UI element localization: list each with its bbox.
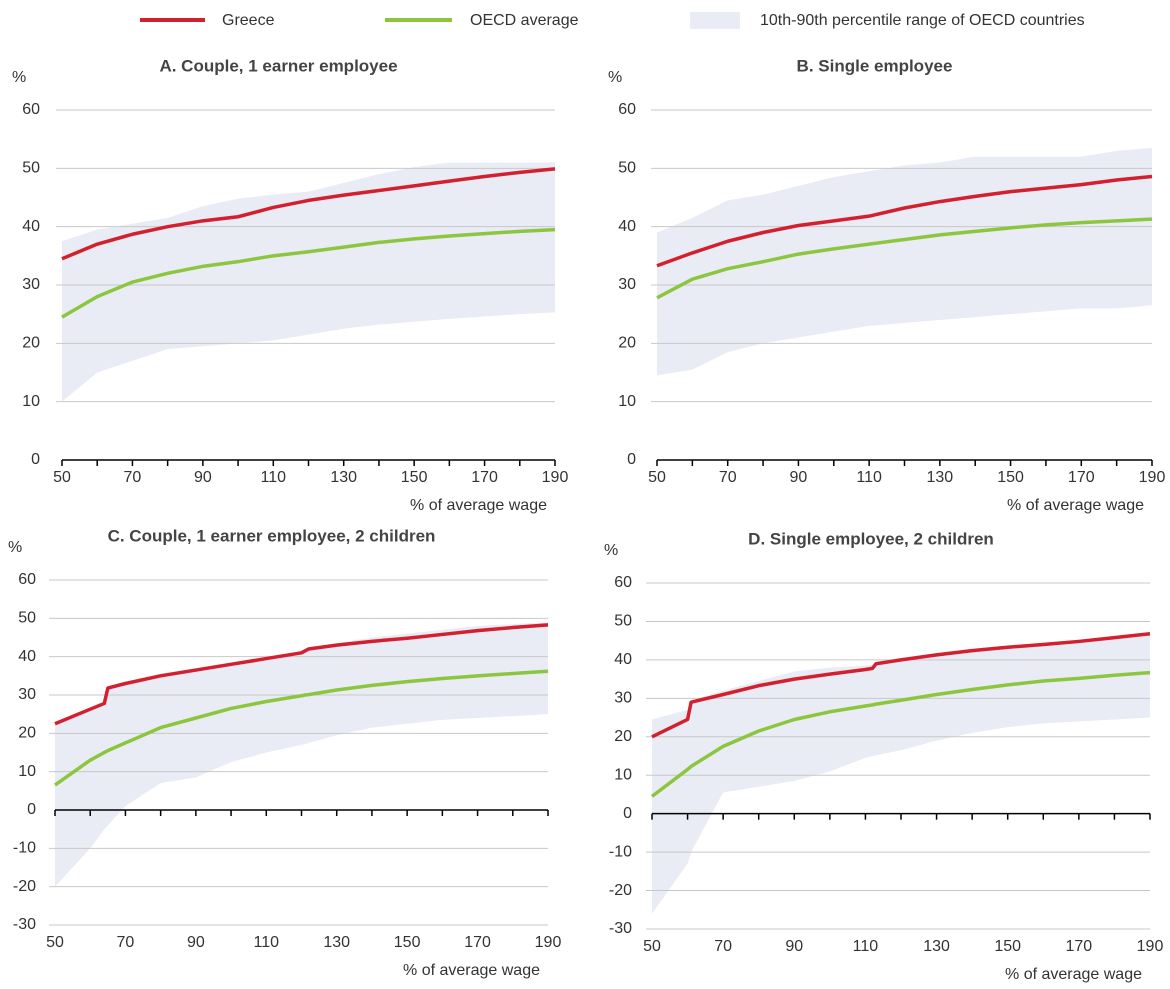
y-tick-label: 0: [623, 805, 632, 822]
x-tick-label: 70: [719, 469, 737, 486]
chart-title: D. Single employee, 2 children: [748, 529, 994, 548]
y-tick-label: 10: [614, 766, 632, 783]
x-tick-label: 170: [1066, 938, 1093, 955]
y-tick-label: 50: [618, 160, 636, 177]
x-tick-label: 190: [1137, 938, 1164, 955]
legend-label: Greece: [222, 12, 275, 29]
series-line: [656, 174, 1153, 268]
x-tick-label: 190: [1139, 469, 1166, 486]
x-axis-label: % of average wage: [1007, 497, 1144, 514]
x-tick-label: 90: [790, 469, 808, 486]
x-tick-label: 130: [927, 469, 954, 486]
chart-title: A. Couple, 1 earner employee: [159, 56, 397, 75]
y-tick-label: 30: [618, 276, 636, 293]
x-tick-label: 110: [261, 469, 287, 486]
x-tick-label: 150: [997, 469, 1024, 486]
x-tick-label: 90: [194, 469, 212, 486]
y-tick-label: 60: [618, 101, 636, 118]
x-tick-label: 50: [643, 938, 661, 955]
y-tick-label: 20: [618, 335, 636, 352]
y-tick-label: 50: [614, 613, 632, 630]
x-tick-label: 170: [471, 469, 498, 486]
x-tick-label: 70: [714, 938, 732, 955]
y-tick-label: 60: [614, 574, 632, 591]
y-tick-label: -20: [13, 878, 36, 895]
x-tick-label: 110: [856, 469, 882, 486]
y-axis-label: %: [608, 69, 622, 86]
x-tick-label: 130: [323, 934, 350, 951]
series-line: [650, 670, 1151, 798]
series-line: [656, 217, 1153, 300]
y-axis-label: %: [12, 69, 26, 86]
x-tick-label: 70: [117, 934, 135, 951]
x-tick-label: 90: [785, 938, 803, 955]
y-tick-label: 40: [614, 651, 632, 668]
y-tick-label: 40: [22, 218, 40, 235]
y-tick-label: -30: [609, 920, 632, 937]
percentile-band: [657, 147, 1152, 376]
x-axis-label: % of average wage: [403, 962, 540, 979]
series-line: [61, 167, 556, 261]
y-tick-label: 10: [618, 393, 636, 410]
y-tick-label: 50: [22, 160, 40, 177]
x-tick-label: 150: [394, 934, 421, 951]
x-tick-label: 170: [464, 934, 491, 951]
series-line: [651, 632, 1151, 739]
y-tick-label: 30: [22, 276, 40, 293]
x-tick-label: 50: [46, 934, 64, 951]
chart-title: C. Couple, 1 earner employee, 2 children: [108, 526, 436, 545]
y-tick-label: 0: [31, 451, 40, 468]
x-tick-label: 50: [648, 469, 666, 486]
series-line: [54, 623, 549, 726]
x-tick-label: 50: [53, 469, 71, 486]
legend-label: OECD average: [470, 12, 579, 29]
x-tick-label: 110: [853, 938, 879, 955]
y-tick-label: 20: [22, 335, 40, 352]
y-tick-label: -10: [13, 840, 36, 857]
y-tick-label: 60: [22, 101, 40, 118]
x-tick-label: 150: [401, 469, 428, 486]
y-tick-label: 10: [18, 763, 36, 780]
x-tick-label: 190: [535, 934, 562, 951]
x-axis-label: % of average wage: [410, 497, 547, 514]
y-tick-label: 40: [618, 218, 636, 235]
x-tick-label: 90: [187, 934, 205, 951]
y-tick-label: 30: [18, 686, 36, 703]
y-tick-label: 60: [18, 571, 36, 588]
series-line: [61, 227, 556, 319]
legend-label: 10th-90th percentile range of OECD count…: [760, 12, 1085, 29]
y-tick-label: 20: [614, 728, 632, 745]
x-tick-label: 150: [994, 938, 1021, 955]
y-tick-label: 50: [18, 610, 36, 627]
percentile-band: [55, 622, 548, 887]
x-tick-label: 170: [1068, 469, 1095, 486]
y-tick-label: -30: [13, 916, 36, 933]
y-tick-label: -20: [609, 882, 632, 899]
legend-swatch: [690, 12, 740, 29]
x-tick-label: 130: [923, 938, 950, 955]
y-axis-label: %: [604, 542, 618, 559]
x-axis-label: % of average wage: [1005, 966, 1142, 983]
y-tick-label: 0: [27, 801, 36, 818]
x-tick-label: 190: [542, 469, 569, 486]
y-axis-label: %: [8, 539, 22, 556]
y-tick-label: 20: [18, 725, 36, 742]
y-tick-label: 0: [627, 451, 636, 468]
y-tick-label: -10: [609, 843, 632, 860]
y-tick-label: 40: [18, 648, 36, 665]
series-line: [53, 669, 549, 787]
percentile-band: [652, 632, 1150, 914]
x-tick-label: 110: [254, 934, 280, 951]
chart-title: B. Single employee: [797, 56, 953, 75]
x-tick-label: 130: [330, 469, 357, 486]
y-tick-label: 10: [22, 393, 40, 410]
y-tick-label: 30: [614, 690, 632, 707]
x-tick-label: 70: [124, 469, 142, 486]
